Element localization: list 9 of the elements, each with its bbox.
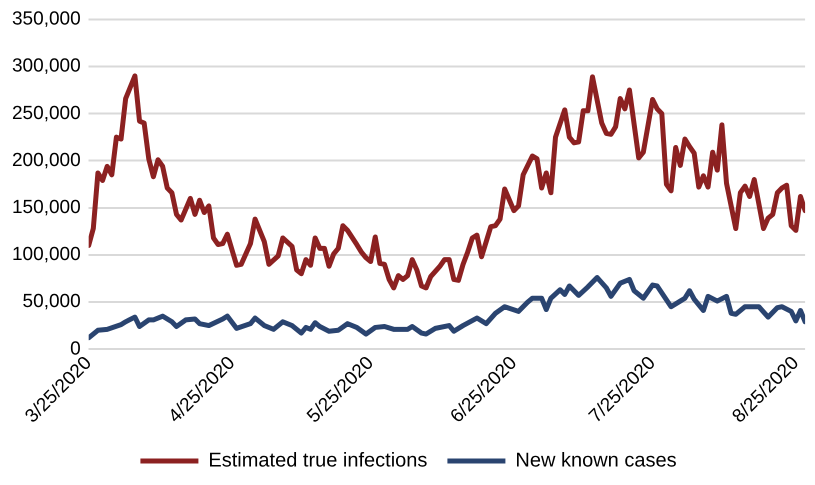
y-tick-label: 150,000 — [12, 197, 81, 218]
y-tick-label: 250,000 — [12, 102, 81, 124]
y-tick-label: 350,000 — [12, 8, 81, 30]
legend-label: New known cases — [515, 450, 677, 472]
y-tick-label: 200,000 — [12, 150, 81, 171]
y-tick-label: 300,000 — [12, 56, 81, 77]
y-tick-label: 50,000 — [22, 291, 81, 312]
y-tick-label: 100,000 — [12, 244, 81, 266]
legend-label: Estimated true infections — [208, 450, 428, 472]
